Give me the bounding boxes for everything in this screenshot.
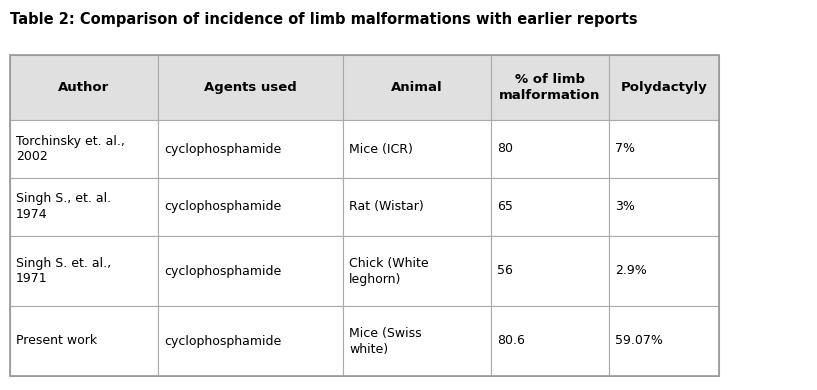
Bar	[609, 178, 719, 236]
Bar	[10, 55, 719, 376]
Text: Mice (ICR): Mice (ICR)	[349, 142, 413, 156]
Text: 7%: 7%	[615, 142, 635, 156]
Text: Mice (Swiss
white): Mice (Swiss white)	[349, 326, 422, 356]
Bar	[158, 236, 343, 306]
Text: cyclophosphamide: cyclophosphamide	[164, 264, 281, 278]
Text: Agents used: Agents used	[204, 81, 297, 94]
Bar	[10, 236, 158, 306]
Bar	[158, 120, 343, 178]
Bar	[158, 55, 343, 120]
Bar	[10, 178, 158, 236]
Text: 56: 56	[497, 264, 513, 278]
Bar	[343, 55, 491, 120]
Bar	[343, 178, 491, 236]
Text: cyclophosphamide: cyclophosphamide	[164, 335, 281, 347]
Text: 2.9%: 2.9%	[615, 264, 647, 278]
Bar	[491, 120, 609, 178]
Text: 3%: 3%	[615, 200, 635, 213]
Text: cyclophosphamide: cyclophosphamide	[164, 200, 281, 213]
Text: 65: 65	[497, 200, 513, 213]
Text: cyclophosphamide: cyclophosphamide	[164, 142, 281, 156]
Text: Rat (Wistar): Rat (Wistar)	[349, 200, 424, 213]
Bar	[158, 178, 343, 236]
Text: 59.07%: 59.07%	[615, 335, 663, 347]
Bar	[491, 178, 609, 236]
Text: % of limb
malformation: % of limb malformation	[499, 73, 600, 102]
Bar	[343, 306, 491, 376]
Bar	[609, 306, 719, 376]
Bar	[609, 236, 719, 306]
Text: Animal: Animal	[391, 81, 443, 94]
Bar	[491, 55, 609, 120]
Bar	[10, 55, 158, 120]
Bar	[343, 120, 491, 178]
Bar	[609, 120, 719, 178]
Bar	[10, 306, 158, 376]
Bar	[609, 55, 719, 120]
Text: Singh S. et. al.,
1971: Singh S. et. al., 1971	[16, 257, 111, 285]
Text: Torchinsky et. al.,
2002: Torchinsky et. al., 2002	[16, 135, 125, 163]
Bar	[343, 236, 491, 306]
Text: 80.6: 80.6	[497, 335, 525, 347]
Text: 80: 80	[497, 142, 513, 156]
Text: Chick (White
leghorn): Chick (White leghorn)	[349, 257, 429, 285]
Bar	[491, 236, 609, 306]
Text: Present work: Present work	[16, 335, 97, 347]
Bar	[10, 120, 158, 178]
Bar	[491, 306, 609, 376]
Text: Author: Author	[58, 81, 109, 94]
Text: Singh S., et. al.
1974: Singh S., et. al. 1974	[16, 193, 111, 222]
Text: Polydactyly: Polydactyly	[621, 81, 708, 94]
Bar	[158, 306, 343, 376]
Text: Table 2: Comparison of incidence of limb malformations with earlier reports: Table 2: Comparison of incidence of limb…	[10, 12, 637, 27]
